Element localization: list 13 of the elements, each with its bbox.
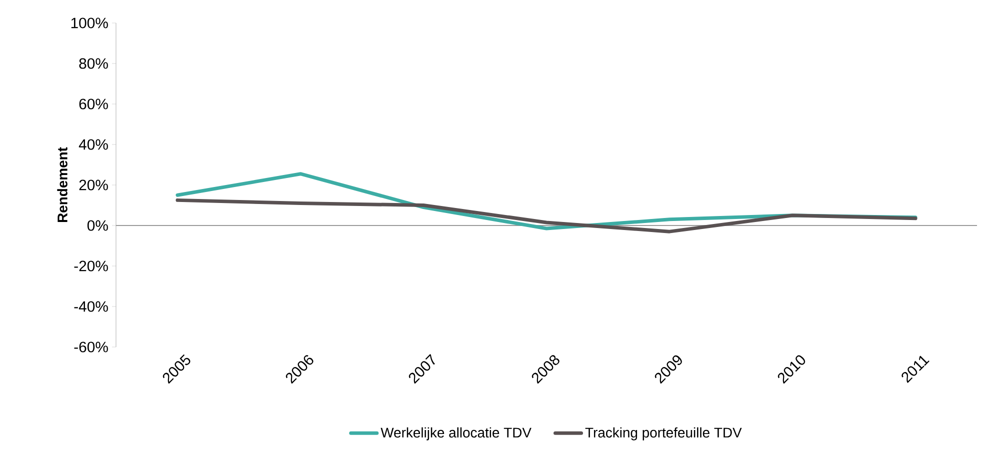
legend-label: Tracking portefeuille TDV [585, 427, 742, 440]
y-tick-label: 80% [79, 58, 108, 69]
legend-label: Werkelijke allocatie TDV [380, 427, 532, 440]
y-tick-label: 20% [79, 180, 108, 190]
y-tick-label: 60% [79, 98, 108, 110]
y-tick-label: 100% [71, 18, 108, 28]
y-tick-label: 0% [87, 220, 108, 231]
y-tick-label: -40% [74, 301, 108, 312]
y-axis-title: Rendement [57, 147, 68, 222]
y-tick-label: -20% [74, 260, 108, 272]
line-series [176, 198, 918, 234]
y-tick-label: 40% [78, 139, 108, 150]
y-tick-label: -60% [74, 342, 108, 352]
